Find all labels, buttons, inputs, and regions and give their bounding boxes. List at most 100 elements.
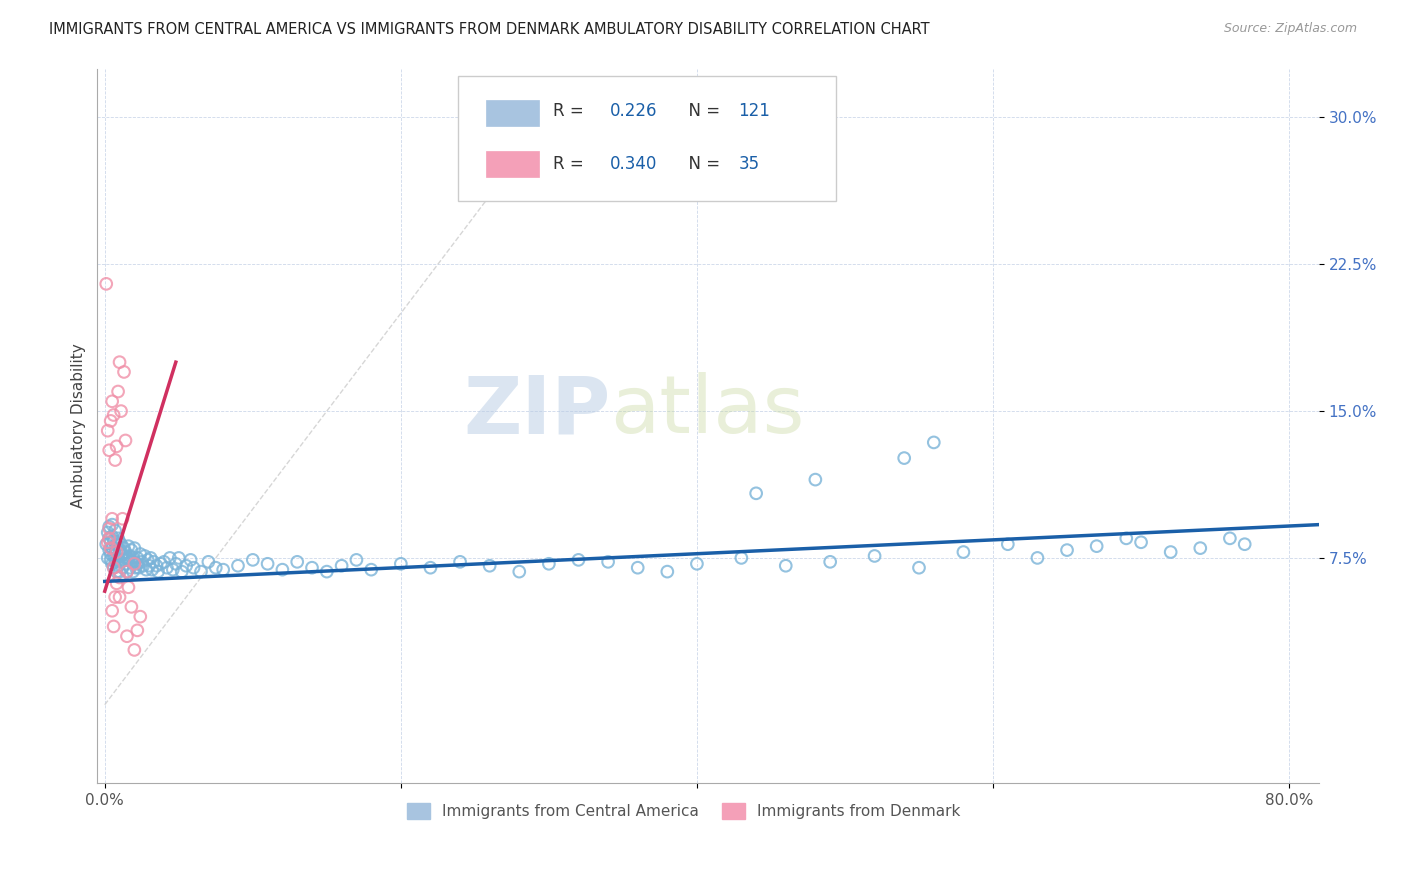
Point	[242, 553, 264, 567]
Point	[107, 558, 129, 573]
Point	[101, 394, 124, 409]
Point	[478, 558, 501, 573]
Point	[103, 560, 125, 574]
Point	[110, 549, 132, 563]
Point	[162, 563, 184, 577]
Point	[138, 558, 160, 573]
Point	[103, 619, 125, 633]
Point	[100, 414, 122, 428]
Point	[105, 545, 128, 559]
Point	[908, 560, 931, 574]
Text: 121: 121	[738, 103, 770, 120]
Point	[101, 529, 124, 543]
Point	[170, 565, 193, 579]
Point	[122, 550, 145, 565]
Point	[271, 563, 294, 577]
Point	[330, 558, 353, 573]
Point	[98, 532, 121, 546]
Text: IMMIGRANTS FROM CENTRAL AMERICA VS IMMIGRANTS FROM DENMARK AMBULATORY DISABILITY: IMMIGRANTS FROM CENTRAL AMERICA VS IMMIG…	[49, 22, 929, 37]
Point	[135, 563, 157, 577]
Point	[117, 553, 139, 567]
Point	[114, 545, 136, 559]
Point	[346, 553, 368, 567]
Point	[952, 545, 974, 559]
Point	[360, 563, 382, 577]
Point	[114, 434, 136, 448]
Point	[117, 580, 139, 594]
Point	[107, 553, 129, 567]
Point	[98, 543, 121, 558]
Point	[508, 565, 530, 579]
Point	[146, 565, 169, 579]
Point	[97, 525, 120, 540]
Point	[775, 558, 797, 573]
Point	[567, 553, 589, 567]
Point	[190, 565, 212, 579]
Point	[110, 404, 132, 418]
Point	[104, 524, 127, 538]
Point	[150, 557, 173, 571]
Point	[103, 560, 125, 574]
Point	[115, 565, 138, 579]
Point	[103, 408, 125, 422]
Text: N =: N =	[678, 103, 725, 120]
Text: 0.226: 0.226	[610, 103, 658, 120]
Point	[180, 553, 202, 567]
Point	[1219, 532, 1241, 546]
Point	[108, 355, 131, 369]
Point	[537, 557, 560, 571]
Point	[97, 424, 120, 438]
Point	[98, 519, 121, 533]
Point	[96, 537, 118, 551]
Point	[115, 565, 138, 579]
Point	[167, 550, 190, 565]
FancyBboxPatch shape	[485, 152, 540, 178]
Point	[98, 532, 121, 546]
Point	[103, 549, 125, 563]
Point	[104, 550, 127, 565]
Point	[112, 541, 135, 555]
Point	[818, 555, 841, 569]
Point	[183, 560, 205, 574]
Point	[105, 439, 128, 453]
Point	[124, 557, 146, 571]
Point	[108, 535, 131, 549]
Point	[1189, 541, 1212, 555]
Point	[105, 576, 128, 591]
Point	[96, 277, 118, 291]
Point	[104, 555, 127, 569]
Point	[100, 547, 122, 561]
Y-axis label: Ambulatory Disability: Ambulatory Disability	[72, 343, 86, 508]
Text: atlas: atlas	[610, 373, 804, 450]
Point	[128, 560, 150, 574]
Point	[1115, 532, 1137, 546]
Point	[117, 539, 139, 553]
Point	[114, 557, 136, 571]
Point	[212, 563, 235, 577]
FancyBboxPatch shape	[485, 100, 540, 126]
Text: N =: N =	[678, 154, 725, 172]
Point	[100, 553, 122, 567]
Point	[141, 563, 163, 577]
Legend: Immigrants from Central America, Immigrants from Denmark: Immigrants from Central America, Immigra…	[401, 797, 966, 825]
Point	[108, 565, 131, 579]
Point	[112, 365, 135, 379]
Point	[115, 550, 138, 565]
Point	[226, 558, 249, 573]
Point	[159, 550, 181, 565]
Point	[107, 532, 129, 546]
Point	[104, 541, 127, 555]
Point	[108, 570, 131, 584]
Point	[153, 555, 176, 569]
Point	[598, 555, 620, 569]
Point	[107, 384, 129, 399]
Point	[118, 549, 141, 563]
Point	[111, 560, 134, 574]
Point	[1085, 539, 1108, 553]
Point	[449, 555, 471, 569]
Point	[301, 560, 323, 574]
Point	[127, 557, 149, 571]
Point	[730, 550, 752, 565]
Point	[108, 543, 131, 558]
Text: R =: R =	[553, 103, 595, 120]
